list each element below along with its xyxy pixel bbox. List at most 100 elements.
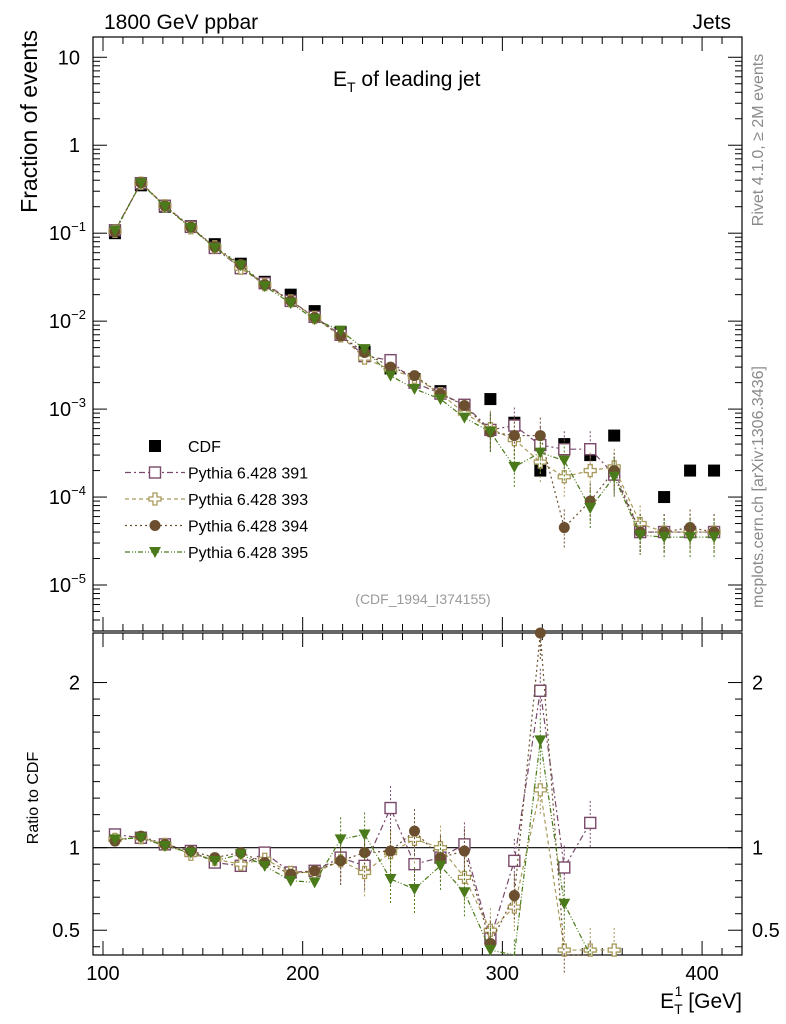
rivet-version-label: Rivet 4.1.0, ≥ 2M events xyxy=(750,54,767,226)
ratio-marker-s393-shape xyxy=(234,857,248,871)
ratio-marker-s393 xyxy=(457,870,472,885)
marker-s393-shape xyxy=(583,463,597,478)
plot-title-rest: of leading jet xyxy=(356,68,481,91)
marker-s393 xyxy=(533,455,547,469)
marker-s395 xyxy=(458,412,471,424)
ratio-marker-s395 xyxy=(284,875,297,887)
top-series-cdf xyxy=(108,179,721,539)
ratio-marker-s393 xyxy=(533,783,547,797)
tick-exponent: −3 xyxy=(71,395,86,410)
marker-s395 xyxy=(634,530,647,542)
marker-s395 xyxy=(258,281,271,293)
tick-base: 10 xyxy=(49,399,71,421)
tick-exponent: −4 xyxy=(71,483,86,498)
marker-s395 xyxy=(358,344,371,356)
ratio-y-tick-label: 2 xyxy=(69,673,80,695)
ratio-y-tick-label: 1 xyxy=(69,838,80,860)
header-left: 1800 GeV ppbar xyxy=(104,11,258,34)
marker-s395 xyxy=(108,225,121,237)
marker-s395 xyxy=(308,314,321,326)
ratio-marker-s394 xyxy=(409,825,421,837)
legend-item: CDF xyxy=(149,439,221,456)
ratio-marker-s395 xyxy=(434,860,447,872)
ratio-axis-ticks: 0.5 0.5 1 1 2 2 100 200 300 400 xyxy=(52,633,780,985)
x-label-main: E xyxy=(660,990,674,1013)
tick-base: 10 xyxy=(49,487,71,509)
plot-title: ET of leading jet xyxy=(333,68,481,95)
marker-s395 xyxy=(584,503,597,515)
tick-exponent: −2 xyxy=(71,307,86,322)
marker-s395 xyxy=(158,201,171,213)
marker-s395 xyxy=(408,383,421,395)
marker-s395 xyxy=(658,532,671,544)
ratio-marker-s393 xyxy=(607,943,621,957)
marker-cdf xyxy=(684,464,697,477)
ratio-marker-s395 xyxy=(158,841,171,853)
legend-item: Pythia 6.428 394 xyxy=(125,519,308,536)
top-y-tick-label: 1 xyxy=(69,135,80,157)
legend-item: Pythia 6.428 391 xyxy=(125,466,308,483)
top-y-tick-label: 10−4 xyxy=(49,483,86,509)
marker-s394 xyxy=(508,430,520,442)
marker-s394 xyxy=(458,399,470,411)
marker-s393-shape xyxy=(557,470,571,484)
top-y-tick-label: 10−3 xyxy=(49,395,86,421)
legend-label: Pythia 6.428 393 xyxy=(188,492,308,509)
ratio-series-s395 xyxy=(108,718,591,957)
tick-base: 10 xyxy=(58,47,80,69)
marker-s395 xyxy=(558,455,571,467)
ratio-marker-s393 xyxy=(234,857,248,871)
ratio-line-s394 xyxy=(114,632,591,956)
ratio-marker-s395 xyxy=(558,898,571,910)
ratio-marker-s394 xyxy=(534,627,546,639)
ratio-marker-s395 xyxy=(358,829,371,841)
legend-marker-s395 xyxy=(149,547,161,558)
series-line-s395 xyxy=(114,182,715,538)
legend-item: Pythia 6.428 395 xyxy=(125,545,308,562)
legend: CDF Pythia 6.428 391 Pythia 6.428 393 Pythi… xyxy=(125,439,308,562)
marker-s395 xyxy=(508,461,521,473)
ratio-y-tick-label-right: 2 xyxy=(752,673,763,695)
top-y-tick-label: 10−1 xyxy=(49,219,86,245)
ratio-marker-s395 xyxy=(134,832,147,844)
marker-s395 xyxy=(608,471,621,483)
marker-cdf xyxy=(484,393,497,406)
ratio-marker-s394 xyxy=(385,845,397,857)
ratio-series-s394 xyxy=(109,627,591,973)
tick-base: 1 xyxy=(69,135,80,157)
ratio-y-tick-label-right: 0.5 xyxy=(752,920,780,942)
legend-item: Pythia 6.428 393 xyxy=(125,492,308,509)
ratio-marker-s394 xyxy=(335,855,347,867)
marker-cdf xyxy=(608,429,621,442)
marker-s394 xyxy=(385,361,397,373)
marker-s395 xyxy=(708,532,721,544)
ratio-marker-s393-shape xyxy=(457,870,472,885)
legend-label: Pythia 6.428 391 xyxy=(188,466,308,483)
ratio-marker-s391 xyxy=(508,854,521,868)
data-series-layer xyxy=(108,176,721,973)
tick-base: 10 xyxy=(49,223,71,245)
ratio-marker-s395 xyxy=(258,860,271,872)
tick-base: 10 xyxy=(49,311,71,333)
x-tick-label: 100 xyxy=(86,963,119,985)
x-label-sub: T xyxy=(674,1001,683,1017)
ratio-marker-s395 xyxy=(234,849,247,861)
x-tick-label: 200 xyxy=(286,963,319,985)
ratio-marker-s394 xyxy=(309,865,321,877)
legend-marker-s393-shape xyxy=(148,492,162,506)
top-y-axis-label: Fraction of events xyxy=(16,30,42,213)
marker-s394 xyxy=(409,370,421,382)
marker-s395 xyxy=(434,394,447,406)
ratio-panel-frame xyxy=(92,632,743,956)
ratio-marker-s395 xyxy=(334,834,347,846)
marker-s391 xyxy=(584,442,597,456)
legend-marker-s391 xyxy=(148,466,162,479)
ratio-marker-s395 xyxy=(208,855,221,867)
ratio-marker-s395 xyxy=(308,877,321,889)
ratio-y-axis-label: Ratio to CDF xyxy=(25,752,42,845)
marker-s395 xyxy=(234,260,247,272)
top-y-tick-label: 10−2 xyxy=(49,307,86,333)
plot-title-main: E xyxy=(333,68,347,91)
